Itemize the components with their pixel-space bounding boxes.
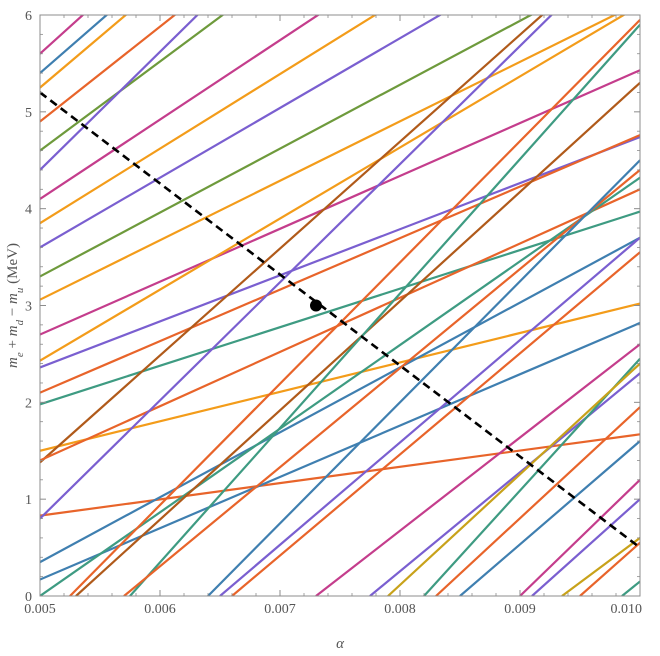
y-axis-label: me + md − mu (MeV) xyxy=(5,243,26,368)
plot-frame xyxy=(39,14,641,597)
x-tick-label: 0.010 xyxy=(611,602,643,617)
series-line-31 xyxy=(231,251,640,596)
series-lines xyxy=(40,15,640,596)
series-line-9 xyxy=(40,236,640,564)
x-axis-label: α xyxy=(336,636,345,652)
series-line-13 xyxy=(40,15,544,464)
y-axis-label-part: m xyxy=(5,325,21,336)
series-line-18 xyxy=(40,15,321,200)
y-tick-label: 2 xyxy=(25,396,32,411)
series-line-25 xyxy=(69,19,640,596)
series-line-15 xyxy=(40,15,554,520)
highlight-point xyxy=(310,299,322,312)
x-tick-label: 0.005 xyxy=(24,602,56,617)
y-axis-label-part: − xyxy=(5,304,21,320)
y-tick-label: 3 xyxy=(25,300,32,315)
y-axis-label-part: u xyxy=(14,287,26,293)
series-line-32 xyxy=(315,343,640,596)
series-line-34 xyxy=(423,358,640,596)
y-axis-label-part: m xyxy=(5,357,21,368)
series-line-8 xyxy=(40,134,640,394)
series-line-37 xyxy=(459,440,640,596)
series-line-12 xyxy=(40,15,618,301)
series-line-5 xyxy=(40,69,640,336)
series-line-11 xyxy=(40,15,443,249)
series-line-1 xyxy=(40,433,640,517)
series-line-21 xyxy=(40,15,177,123)
series-line-35 xyxy=(387,362,640,596)
x-tick-label: 0.008 xyxy=(384,602,416,617)
x-tick-label: 0.007 xyxy=(264,602,296,617)
series-line-28 xyxy=(123,169,640,596)
y-axis-label-part: (MeV) xyxy=(5,243,21,288)
x-tick-label: 0.009 xyxy=(504,602,536,617)
series-line-33 xyxy=(369,372,640,596)
series-line-19 xyxy=(40,15,225,152)
series-line-6 xyxy=(40,135,640,369)
series-line-23 xyxy=(40,15,85,55)
series-line-27 xyxy=(129,23,640,596)
series-line-24 xyxy=(40,15,128,89)
series-line-36 xyxy=(435,406,640,596)
series-line-3 xyxy=(40,302,640,452)
axes: 0.005 0.006 0.007 0.008 0.009 0.010 0 1 2 3 4 5 6 xyxy=(24,9,642,617)
y-tick-label: 6 xyxy=(25,9,32,24)
dashed-reference-line xyxy=(40,91,640,549)
series-line-16 xyxy=(40,176,640,596)
y-tick-label: 4 xyxy=(25,203,32,218)
series-line-42 xyxy=(579,541,640,596)
series-line-29 xyxy=(207,159,640,596)
y-axis-label-part: e xyxy=(14,352,26,357)
series-line-7 xyxy=(40,15,626,362)
series-line-10 xyxy=(40,15,534,278)
y-axis-label-part: + xyxy=(5,336,21,352)
series-line-20 xyxy=(40,15,199,171)
y-tick-label: 1 xyxy=(25,493,32,508)
series-line-14 xyxy=(40,188,640,462)
series-line-40 xyxy=(561,537,640,596)
y-axis-label-part: d xyxy=(14,319,26,325)
series-line-39 xyxy=(531,498,640,596)
series-line-30 xyxy=(219,236,640,596)
series-line-41 xyxy=(621,580,640,596)
y-tick-label: 5 xyxy=(25,106,32,121)
x-tick-label: 0.006 xyxy=(144,602,176,617)
reference-layer xyxy=(40,91,640,549)
y-axis-label-part: m xyxy=(5,293,21,304)
series-line-38 xyxy=(519,479,640,596)
series-line-17 xyxy=(40,15,378,225)
y-tick-label: 0 xyxy=(25,590,32,605)
